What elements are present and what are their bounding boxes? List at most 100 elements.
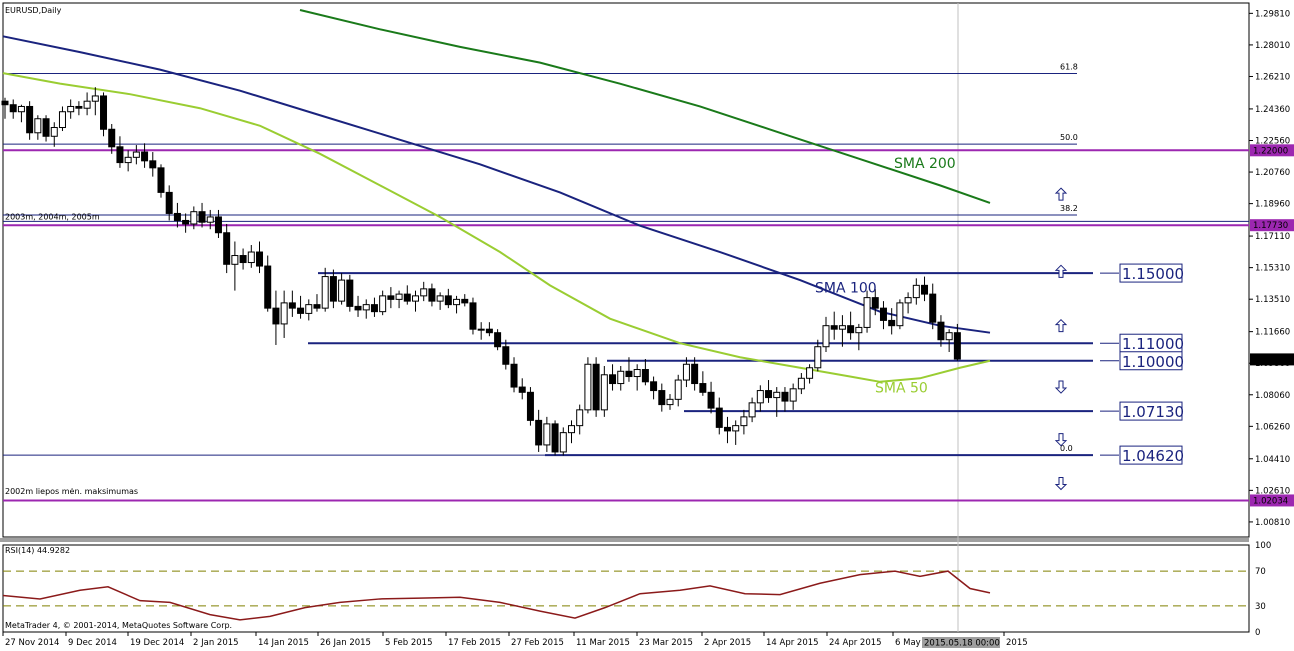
price-tick-label: 1.04410 [1255,455,1290,465]
candle-bull [838,325,846,330]
sma-50-line [2,72,991,383]
time-tick-label: 6 May [895,638,921,648]
rsi-layer: 100 70 30 0 [2,541,1271,638]
candle-bear [223,232,231,265]
candle-bull [732,425,740,432]
candle-bear [116,146,124,164]
candle-bear [888,319,896,327]
arrow-down-icon [1054,477,1068,491]
candle-bear [272,307,280,325]
candle-bull [896,302,904,327]
time-tick-label: 19 Dec 2014 [130,638,184,648]
candle-bull [206,216,214,223]
fibonacci-label: 0.0 [1060,444,1073,453]
candle-bull [567,425,575,434]
candle-bear [609,374,617,385]
arrow-up-icon [1054,187,1068,201]
candle-bull [559,432,567,453]
footer-copyright: MetaTrader 4, © 2001-2014, MetaQuotes So… [5,621,232,630]
candle-bear [781,391,789,402]
candle-bear [847,325,855,334]
candle-bear [658,390,666,406]
price-tag-label: 1.22000 [1253,146,1288,156]
candle-bear [830,325,838,330]
candle-bull [822,325,830,348]
candle-bull [748,402,756,418]
candle-bull [379,295,387,313]
candle-bear [387,295,395,300]
candle-bull [617,370,625,385]
cursor-date-box [922,637,1000,648]
window-title: EURUSD,Daily [5,6,62,15]
candle-bull [863,297,871,328]
candle-bear [403,293,411,302]
candle-bear [485,328,493,334]
rsi-tick-label: 70 [1255,567,1266,577]
candle-bear [526,391,534,421]
candle-bear [256,251,264,267]
candle-bull [576,409,584,427]
candle-bear [42,118,50,137]
time-tick-label: 23 Mar 2015 [639,638,693,648]
candle-bear [502,346,510,365]
candle-bear [288,302,296,309]
arrow-up-icon [1054,264,1068,278]
level-box [1119,263,1183,283]
candle-bear [551,423,559,453]
candle-bear [141,151,149,162]
candle-bear [518,386,526,393]
candle-bull [338,279,346,302]
candle-bull [945,332,953,341]
candle-bear [26,105,34,134]
time-tick-label: 24 Apr 2015 [829,638,882,648]
candle-bear [871,297,879,309]
current-price-box [1250,353,1294,366]
candle-bear [592,363,600,411]
price-tick-label: 1.02610 [1255,486,1290,496]
time-tick-label: 26 Jan 2015 [320,638,371,648]
fibonacci-label: 38.2 [1060,204,1078,213]
arrow-down-icon [1054,380,1068,394]
candle-bull [756,390,764,404]
candle-bear [329,276,337,302]
level-box [1119,351,1183,371]
candle-bear [75,105,83,109]
candle-bear [428,288,436,302]
annotation-label: 2002m liepos mėn. maksimumas [5,487,138,496]
candle-bear [239,255,247,264]
price-tick-label: 1.24360 [1255,105,1290,115]
price-tick-label: 1.28010 [1255,41,1290,51]
sma-label: SMA 100 [815,280,877,296]
arrow-up-icon [1054,318,1068,333]
level-label: 1.15000 [1122,265,1184,283]
candle-bear [108,128,116,148]
candle-bull [305,304,313,314]
candle-bear [157,167,165,193]
candle-bear [370,304,378,313]
candle-bear [535,419,543,446]
candle-bear [625,370,633,378]
candle-bull [453,298,461,306]
candle-bull [600,374,608,411]
sma-label: SMA 50 [875,380,928,396]
price-tick-label: 1.15310 [1255,264,1290,274]
level-label: 1.10000 [1122,353,1184,371]
candle-bear [510,363,518,388]
price-tick-label: 1.20760 [1255,168,1290,178]
candle-bear [346,279,354,307]
candle-bear [641,369,649,383]
candle-bull [83,100,91,109]
candle-bear [715,407,723,428]
candle-bull [773,391,781,399]
candle-bear [494,332,502,348]
candle-bear [264,265,272,309]
price-tag-box [1250,494,1294,507]
time-tick-label: 14 Apr 2015 [766,638,819,648]
price-tick-label: 1.06260 [1255,422,1290,432]
candle-bull [247,251,255,264]
time-tick-label: 2 Jan 2015 [193,638,239,648]
candle-bull [91,95,99,102]
